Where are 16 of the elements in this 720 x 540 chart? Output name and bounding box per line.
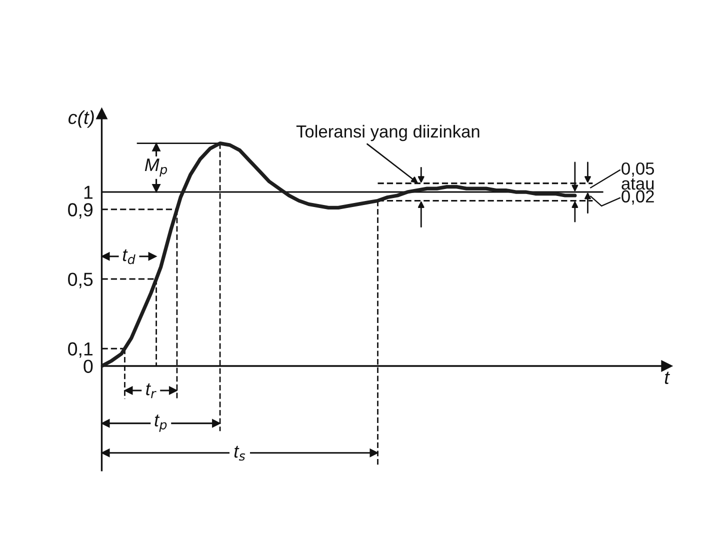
annotation: Toleransi yang diizinkan — [296, 124, 480, 142]
annotation: t$_{d}$ — [122, 249, 136, 264]
annotation: t$_{r}$ — [146, 383, 156, 398]
y-tick-label: 0,1 — [68, 342, 92, 358]
text: atau — [622, 178, 654, 190]
annotation: M$_{p}$ — [144, 158, 168, 177]
text: 0,02 — [622, 190, 654, 205]
y-axis-title: c(t) — [68, 110, 94, 128]
y-tick-label: 0,5 — [68, 272, 93, 288]
annotation: t$_{p}$ — [154, 414, 167, 432]
y-tick-label: 1 — [84, 186, 92, 199]
text: 0,05 — [622, 162, 654, 177]
y-tick-label: 0,9 — [68, 203, 93, 219]
x-axis-title: t — [664, 372, 670, 384]
y-tick-label: 0 — [84, 360, 93, 373]
annotation: t$_{s}$ — [234, 446, 246, 461]
